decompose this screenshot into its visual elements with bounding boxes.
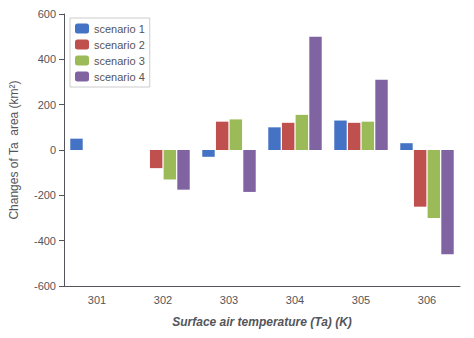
svg-text:scenario 3: scenario 3 [94,55,145,67]
svg-text:scenario 2: scenario 2 [94,39,145,51]
svg-text:scenario 4: scenario 4 [94,71,145,83]
svg-text:302: 302 [154,294,172,306]
svg-text:Surface air temperature (Ta) (: Surface air temperature (Ta) (K) [172,315,352,329]
svg-text:400: 400 [38,53,56,65]
svg-text:305: 305 [352,294,370,306]
svg-text:-600: -600 [34,280,56,292]
svg-text:scenario 1: scenario 1 [94,23,145,35]
svg-text:-200: -200 [34,189,56,201]
svg-text:200: 200 [38,99,56,111]
svg-text:301: 301 [88,294,106,306]
svg-text:Changes of Ta area (km²): Changes of Ta area (km²) [7,80,21,219]
svg-text:-400: -400 [34,235,56,247]
svg-text:600: 600 [38,8,56,20]
svg-text:304: 304 [286,294,304,306]
svg-text:306: 306 [418,294,436,306]
svg-text:303: 303 [220,294,238,306]
svg-text:0: 0 [50,144,56,156]
